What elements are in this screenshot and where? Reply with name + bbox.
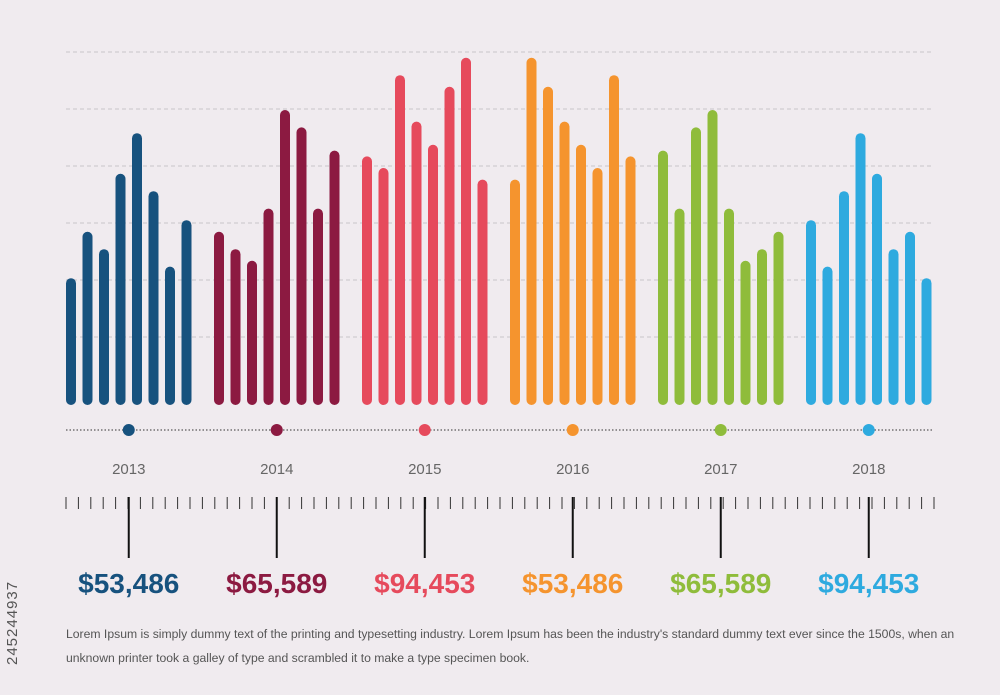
bar [115, 173, 126, 405]
bar [263, 208, 274, 405]
bar [395, 75, 405, 405]
bar [740, 260, 751, 405]
bar-group-2018 [806, 133, 932, 405]
year-label: 2015 [408, 461, 441, 478]
bar-group-2016 [510, 57, 636, 406]
bar [806, 220, 816, 405]
grid-lines [66, 51, 934, 338]
bar-group-2017 [658, 110, 784, 406]
watermark: 245244937 [4, 580, 21, 665]
bar [724, 208, 734, 405]
value-label: $65,589 [226, 568, 327, 599]
bar [691, 127, 701, 406]
bar [921, 278, 932, 405]
bar [82, 231, 93, 405]
year-label: 2014 [260, 461, 293, 478]
bar [280, 110, 290, 405]
bar [559, 121, 570, 405]
value-label: $65,589 [670, 568, 771, 599]
value-label: $94,453 [818, 568, 919, 599]
year-label: 2017 [704, 461, 737, 478]
bar-group-2015 [362, 57, 488, 406]
bar [510, 179, 520, 405]
timeline-dot [122, 424, 135, 436]
ruler [65, 497, 935, 558]
year-label: 2013 [112, 461, 145, 478]
timeline [66, 424, 934, 436]
bars [66, 57, 932, 406]
bar [99, 249, 109, 405]
bar [214, 231, 224, 405]
bar [132, 133, 142, 405]
bar [247, 260, 257, 405]
bar [773, 231, 784, 405]
bar [609, 75, 619, 405]
description: Lorem Ipsum is simply dummy text of the … [66, 627, 955, 665]
value-label: $94,453 [374, 568, 475, 599]
timeline-dot [862, 424, 875, 436]
value-label: $53,486 [522, 568, 623, 599]
bar [576, 144, 586, 406]
bar [855, 133, 866, 405]
bar [625, 156, 636, 405]
timeline-dot [418, 424, 431, 436]
bar [461, 57, 471, 406]
bar [428, 144, 438, 406]
bar [757, 249, 767, 405]
year-label: 2018 [852, 461, 885, 478]
year-label: 2016 [556, 461, 589, 478]
bar-group-2013 [66, 133, 192, 405]
bar [526, 57, 537, 406]
bar [362, 156, 372, 405]
bar [411, 121, 422, 405]
bar [230, 249, 241, 405]
bar [658, 150, 668, 405]
bar [66, 278, 76, 405]
bar [592, 168, 603, 405]
bar [822, 266, 833, 405]
labels: 2013 $53,486 2014 $65,589 2015 $94,453 2016 $53… [78, 461, 919, 599]
bar [872, 173, 882, 405]
bar [148, 191, 159, 405]
bar [444, 86, 455, 406]
value-label: $53,486 [78, 568, 179, 599]
timeline-dot [566, 424, 579, 436]
bar-group-2014 [214, 110, 340, 406]
bar [313, 208, 323, 405]
timeline-dot [270, 424, 283, 436]
bar [888, 249, 899, 405]
bar [707, 110, 718, 405]
bar [674, 208, 685, 405]
bar [543, 86, 553, 406]
bar [839, 191, 849, 405]
bar [905, 231, 915, 405]
bar [329, 150, 340, 405]
timeline-dot [714, 424, 727, 436]
bar [296, 127, 307, 406]
bar [181, 220, 192, 405]
bar [477, 179, 488, 405]
bar [165, 266, 175, 405]
bar [378, 168, 389, 405]
